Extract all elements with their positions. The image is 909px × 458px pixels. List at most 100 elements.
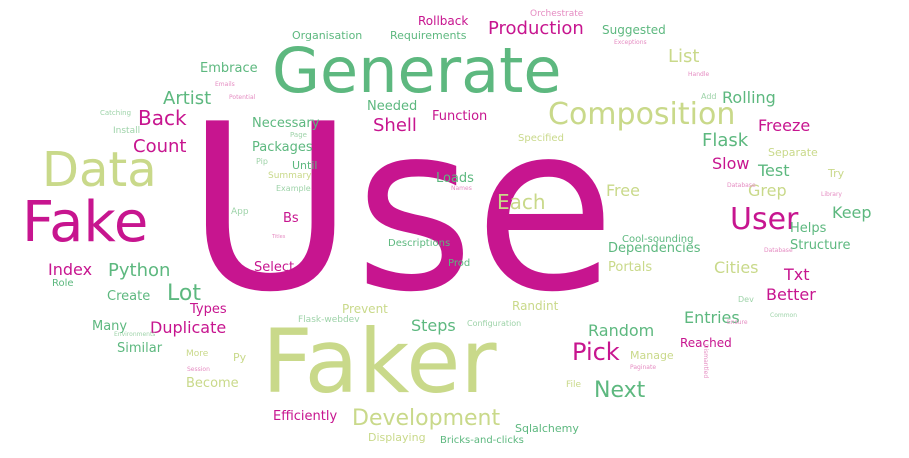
cloud-word: Ensure xyxy=(727,319,748,326)
cloud-word: Python xyxy=(108,260,171,281)
cloud-word: Slow xyxy=(712,154,750,173)
cloud-word: Sqlalchemy xyxy=(515,422,579,435)
cloud-word: Fake xyxy=(22,190,149,255)
cloud-word: Function xyxy=(432,109,488,124)
cloud-word: Pick xyxy=(572,338,620,366)
cloud-word: Randint xyxy=(512,299,559,313)
cloud-word: Helps xyxy=(790,221,827,236)
cloud-word: Similar xyxy=(117,341,163,356)
cloud-word: Next xyxy=(594,378,646,403)
cloud-word: Each xyxy=(497,190,546,214)
cloud-word: User xyxy=(730,202,799,237)
cloud-word: Emails xyxy=(215,81,235,88)
cloud-word: Duplicate xyxy=(150,318,227,337)
cloud-word: Bs xyxy=(283,211,299,226)
cloud-word: Become xyxy=(186,376,239,391)
cloud-word: Keep xyxy=(832,203,872,222)
cloud-word: Potential xyxy=(229,94,256,101)
cloud-word: Efficiently xyxy=(273,409,338,424)
cloud-word: Use xyxy=(186,76,616,343)
cloud-word: Free xyxy=(606,181,640,200)
cloud-word: Titles xyxy=(272,234,286,240)
cloud-word: Library xyxy=(821,191,842,198)
cloud-word: File xyxy=(566,380,582,390)
cloud-word: Rolling xyxy=(722,88,776,107)
cloud-word: Catching xyxy=(100,109,132,117)
cloud-word: Generate xyxy=(272,34,562,107)
cloud-word: Loads xyxy=(436,171,474,186)
cloud-word: Random xyxy=(588,321,655,340)
cloud-word: Install xyxy=(113,126,141,136)
cloud-word: Freeze xyxy=(758,116,811,135)
cloud-word: Example xyxy=(276,184,311,193)
cloud-word: Production xyxy=(488,18,584,39)
cloud-word: Steps xyxy=(411,316,456,335)
cloud-word: Prod xyxy=(448,258,471,269)
cloud-word: Flask xyxy=(702,130,749,151)
cloud-word: Artist xyxy=(163,88,212,109)
cloud-word: Select xyxy=(254,260,295,275)
cloud-word: Paginate xyxy=(630,364,657,371)
cloud-word: Rollback xyxy=(418,14,469,28)
cloud-word: Dependencies xyxy=(608,241,701,256)
cloud-word: Index xyxy=(48,260,93,279)
cloud-word: Necessary xyxy=(252,116,320,131)
cloud-word: Test xyxy=(758,161,790,180)
cloud-word: Pip xyxy=(256,157,268,166)
cloud-word: Packages xyxy=(252,140,313,155)
cloud-word: Organisation xyxy=(292,29,363,42)
cloud-word: Structure xyxy=(790,238,851,253)
cloud-word: Manage xyxy=(630,349,674,362)
cloud-word: Grep xyxy=(748,181,787,200)
cloud-word: Until xyxy=(292,159,318,172)
cloud-word: Faker xyxy=(262,310,497,413)
cloud-word: Prevent xyxy=(342,302,388,316)
cloud-word: Many xyxy=(92,319,128,334)
cloud-word: Session xyxy=(187,366,210,373)
cloud-word: Cool-sounding xyxy=(622,234,694,245)
cloud-word: List xyxy=(668,46,700,67)
cloud-word: Back xyxy=(138,106,187,130)
cloud-word: App xyxy=(231,207,249,217)
cloud-word: Environments xyxy=(114,331,156,338)
cloud-word: Specified xyxy=(518,133,564,144)
cloud-word: Composition xyxy=(548,97,736,132)
cloud-word: Exceptions xyxy=(614,39,647,46)
cloud-word: Orchestrate xyxy=(530,9,584,19)
cloud-word: Role xyxy=(52,278,74,289)
cloud-word: Development xyxy=(352,406,501,431)
cloud-word: Py xyxy=(233,351,247,364)
cloud-word: Portals xyxy=(608,260,653,275)
cloud-word: Embrace xyxy=(200,61,258,76)
cloud-word: Better xyxy=(766,285,816,304)
cloud-word: Count xyxy=(133,136,187,157)
cloud-word: Types xyxy=(190,302,227,317)
cloud-word: Database xyxy=(727,182,756,189)
cloud-word: Displaying xyxy=(368,431,426,444)
cloud-word: Page xyxy=(290,131,307,139)
cloud-word: Descriptions xyxy=(388,238,451,249)
cloud-word: Data xyxy=(42,142,157,198)
cloud-word: Txt xyxy=(784,265,810,284)
cloud-word: More xyxy=(186,349,209,359)
cloud-word: Dismantled xyxy=(702,343,710,379)
cloud-word: Dev xyxy=(738,295,754,304)
cloud-word: Flask-webdev xyxy=(298,315,360,325)
cloud-word: Reached xyxy=(680,336,732,350)
cloud-word: Summary xyxy=(268,171,312,181)
cloud-word: Suggested xyxy=(602,23,666,37)
cloud-word: Names xyxy=(451,185,472,192)
cloud-word: Add xyxy=(701,92,717,101)
cloud-word: Entries xyxy=(684,308,740,327)
cloud-word: Common xyxy=(770,312,798,319)
cloud-word: Try xyxy=(828,167,845,180)
cloud-word: Requirements xyxy=(390,29,467,42)
cloud-word: Create xyxy=(107,289,151,304)
cloud-word: Handle xyxy=(688,71,710,78)
cloud-word: Lot xyxy=(167,281,201,306)
cloud-word: Cities xyxy=(714,258,759,277)
cloud-word: Needed xyxy=(367,99,418,114)
cloud-word: Separate xyxy=(768,146,818,159)
cloud-word: Configuration xyxy=(467,319,522,328)
